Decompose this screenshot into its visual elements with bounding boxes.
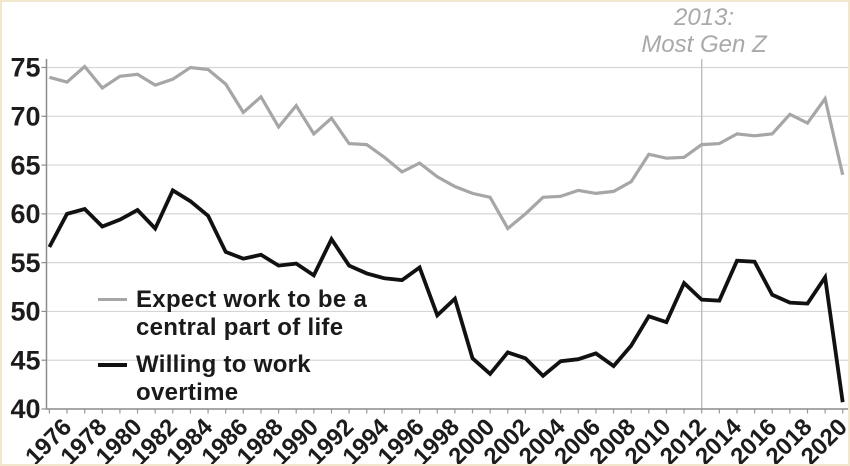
legend-item-expect-work: Expect work to be a central part of life bbox=[98, 286, 388, 342]
y-axis-label-55: 55 bbox=[10, 248, 40, 278]
y-axis-label-50: 50 bbox=[10, 297, 40, 327]
y-axis-label-60: 60 bbox=[10, 199, 40, 229]
legend-item-overtime: Willing to work overtime bbox=[98, 351, 388, 407]
legend: Expect work to be a central part of life… bbox=[98, 286, 388, 416]
y-axis-label-40: 40 bbox=[10, 394, 40, 424]
annotation-2013: 2013: Most Gen Z bbox=[641, 4, 766, 58]
annotation-line2: Most Gen Z bbox=[641, 31, 767, 58]
legend-label-overtime: Willing to work overtime bbox=[136, 351, 311, 406]
series-line-expect-work bbox=[48, 64, 845, 231]
y-axis-label-70: 70 bbox=[10, 101, 40, 131]
legend-label-expect-work: Expect work to be a central part of life bbox=[136, 286, 368, 341]
y-axis-label-45: 45 bbox=[10, 345, 40, 375]
y-axis-label-75: 75 bbox=[10, 53, 40, 83]
legend-line-swatch-black bbox=[98, 363, 127, 367]
legend-line-swatch-gray bbox=[98, 298, 127, 301]
series-line-overtime bbox=[47, 187, 845, 403]
y-axis-label-65: 65 bbox=[10, 150, 40, 180]
annotation-line1: 2013: bbox=[673, 4, 735, 31]
